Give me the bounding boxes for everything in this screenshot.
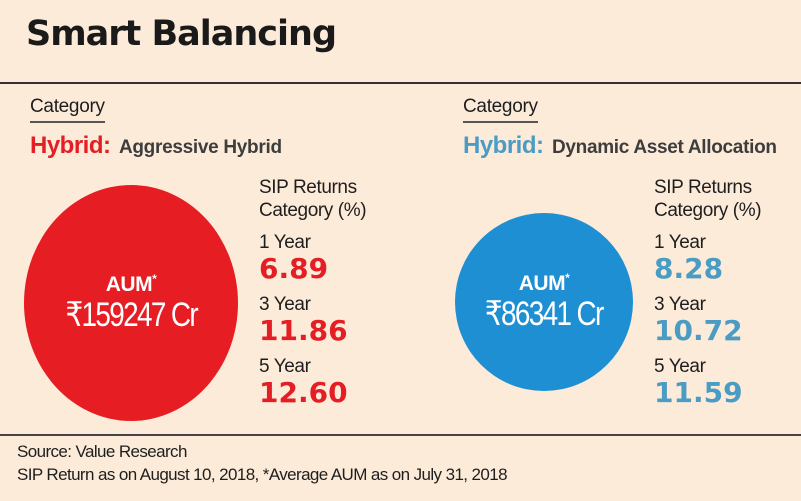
panel-dynamic-asset-allocation: Category Hybrid: Dynamic Asset Allocatio… [400, 84, 801, 434]
sip-period: 5 Year [654, 356, 706, 377]
sip-value: 8.28 [654, 252, 724, 285]
category-main: Hybrid: [30, 132, 111, 159]
category-label: Category [30, 96, 105, 123]
sip-heading-line1: SIP Returns [654, 177, 752, 198]
sip-heading-line1: SIP Returns [259, 177, 357, 198]
sip-returns: SIP Returns Category (%) 1 Year 6.89 3 Y… [259, 176, 367, 408]
aum-circle: AUM* ₹86341 Cr [455, 213, 633, 391]
panel-aggressive-hybrid: Category Hybrid: Aggressive Hybrid AUM* … [0, 84, 400, 434]
source-note: Source: Value Research [17, 442, 187, 461]
sip-row-1y: 1 Year 8.28 [654, 232, 761, 284]
aum-footnote-marker: * [565, 270, 570, 285]
aum-footnote-marker: * [152, 271, 157, 286]
sip-value: 11.59 [654, 376, 743, 409]
category-sub: Dynamic Asset Allocation [551, 137, 777, 158]
sip-heading: SIP Returns Category (%) [259, 176, 367, 222]
sip-value: 10.72 [654, 314, 743, 347]
sip-value: 12.60 [259, 376, 348, 409]
sip-row-5y: 5 Year 12.60 [259, 356, 366, 408]
category-sub: Aggressive Hybrid [118, 137, 282, 158]
aum-circle: AUM* ₹159247 Cr [24, 185, 238, 421]
category-name: Hybrid: Dynamic Asset Allocation [463, 132, 777, 160]
sip-heading: SIP Returns Category (%) [654, 176, 762, 222]
date-note: SIP Return as on August 10, 2018, *Avera… [17, 465, 508, 484]
sip-value: 6.89 [259, 252, 329, 285]
sip-period: 1 Year [654, 232, 706, 253]
aum-label-text: AUM [518, 271, 566, 295]
infographic-title: Smart Balancing [26, 14, 337, 54]
sip-value: 11.86 [259, 314, 348, 347]
aum-label-text: AUM [105, 272, 153, 296]
sip-heading-line2: Category (%) [654, 200, 762, 221]
sip-returns: SIP Returns Category (%) 1 Year 8.28 3 Y… [654, 176, 762, 408]
sip-row-1y: 1 Year 6.89 [259, 232, 366, 284]
sip-row-5y: 5 Year 11.59 [654, 356, 761, 408]
sip-row-3y: 3 Year 11.86 [259, 294, 366, 346]
category-label: Category [463, 96, 538, 123]
category-name: Hybrid: Aggressive Hybrid [30, 132, 282, 160]
aum-value: ₹159247 Cr [65, 295, 198, 334]
sip-row-3y: 3 Year 10.72 [654, 294, 761, 346]
sip-heading-line2: Category (%) [259, 200, 367, 221]
category-main: Hybrid: [463, 132, 544, 159]
footer: Source: Value Research SIP Return as on … [17, 440, 508, 486]
aum-value: ₹86341 Cr [485, 294, 604, 333]
sip-period: 3 Year [259, 294, 311, 315]
sip-period: 3 Year [654, 294, 706, 315]
sip-period: 1 Year [259, 232, 311, 253]
top-divider [0, 82, 801, 84]
aum-label: AUM* [519, 271, 570, 296]
sip-period: 5 Year [259, 356, 311, 377]
bottom-divider [0, 434, 801, 436]
aum-label: AUM* [106, 272, 157, 297]
